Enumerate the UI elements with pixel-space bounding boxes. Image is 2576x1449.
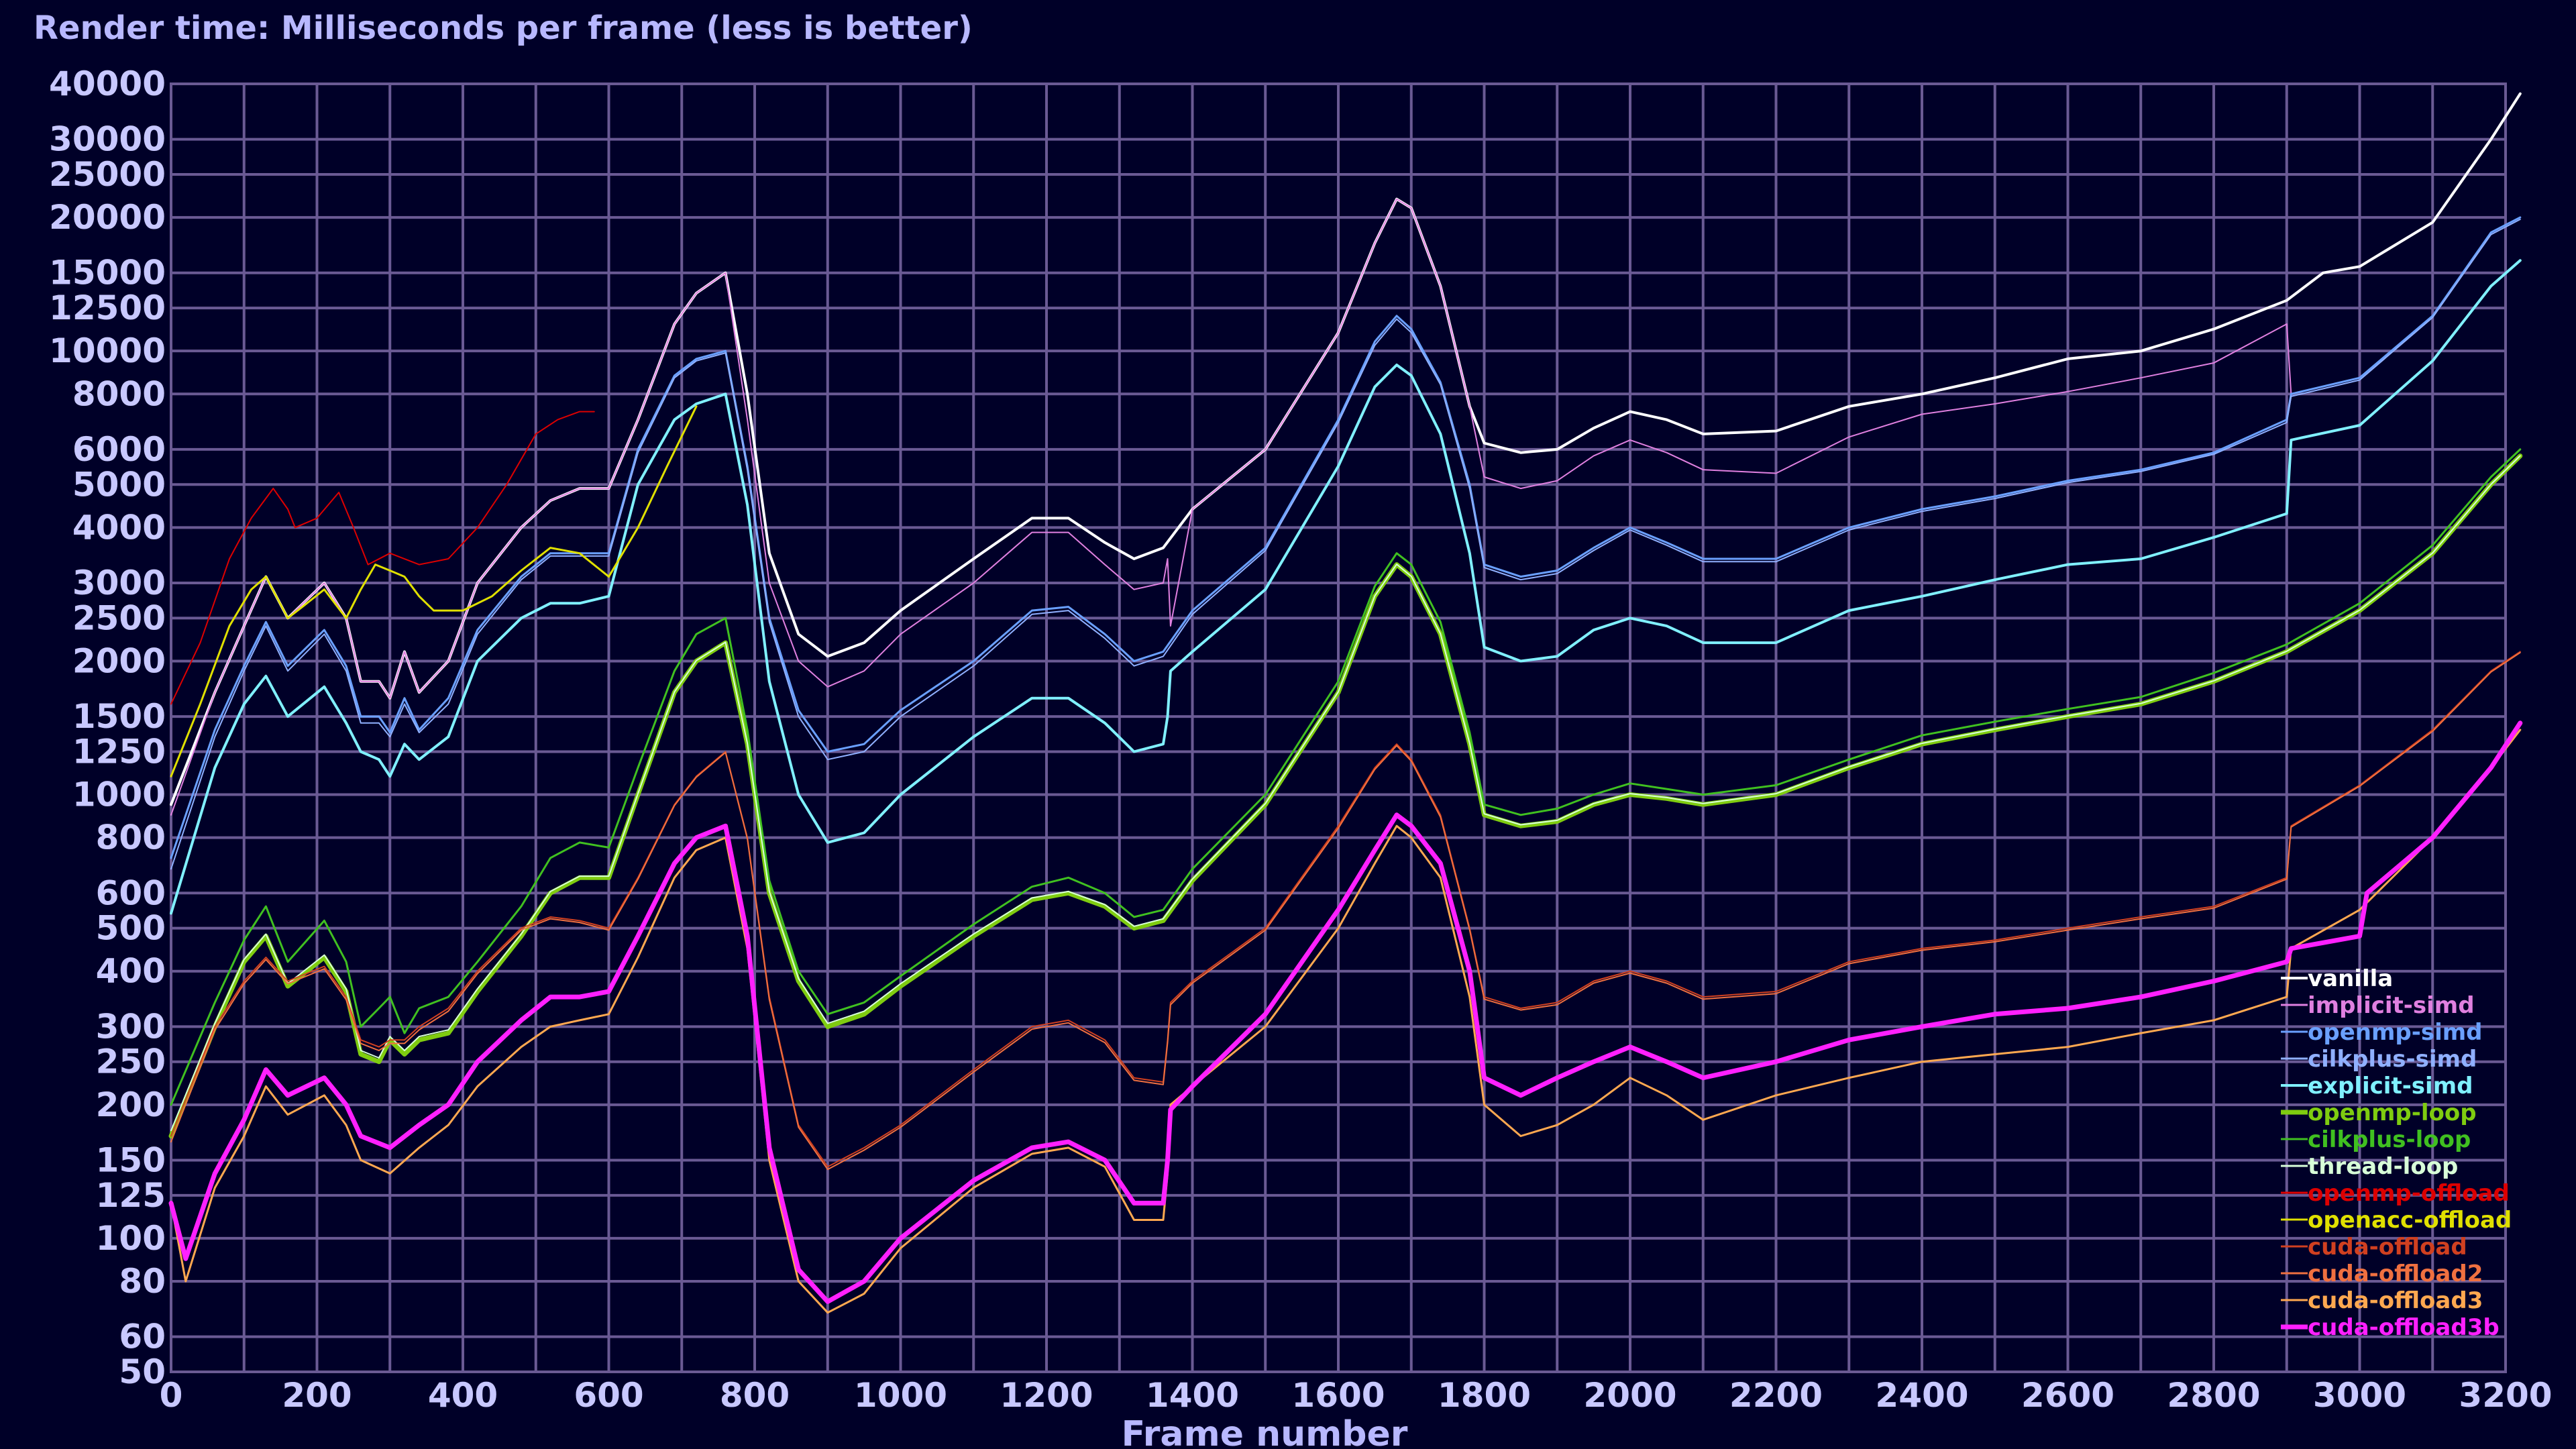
legend-label-openmp-loop: openmp-loop (2308, 1099, 2477, 1126)
y-tick-label: 300 (96, 1007, 166, 1046)
y-tick-label: 40000 (49, 64, 166, 103)
legend-label-openmp-simd: openmp-simd (2308, 1019, 2483, 1046)
x-tick-label: 600 (574, 1376, 643, 1415)
legend-label-thread-loop: thread-loop (2308, 1153, 2458, 1180)
y-tick-label: 12500 (49, 288, 166, 327)
y-tick-label: 400 (96, 952, 166, 991)
series-line-implicit-simd (170, 198, 2292, 816)
y-tick-label: 60 (119, 1318, 166, 1356)
x-tick-label: 1000 (854, 1376, 947, 1415)
y-tick-label: 2500 (72, 598, 166, 637)
x-tick-label: 2000 (1583, 1376, 1676, 1415)
x-tick-label: 2800 (2167, 1376, 2260, 1415)
series-line-openacc-offload (170, 405, 698, 777)
legend-label-cuda-offload3b: cuda-offload3b (2308, 1314, 2500, 1341)
y-tick-label: 600 (96, 873, 166, 912)
series-line-cuda-offload (170, 651, 2521, 1168)
y-tick-label: 5000 (72, 465, 166, 504)
x-tick-label: 1400 (1146, 1376, 1239, 1415)
series-lines (168, 92, 2523, 1314)
y-tick-label: 8000 (72, 374, 166, 413)
series-line-thread-loop (170, 455, 2521, 1132)
grid (170, 83, 2507, 1373)
y-tick-label: 10000 (49, 331, 166, 370)
y-tick-label: 250 (96, 1042, 166, 1081)
y-tick-label: 20000 (49, 198, 166, 237)
y-tick-label: 4000 (72, 508, 166, 547)
series-line-openmp-simd (170, 216, 2522, 859)
x-tick-label: 2600 (2021, 1376, 2114, 1415)
legend-label-openmp-offload: openmp-offload (2308, 1180, 2510, 1207)
legend-label-cuda-offload3: cuda-offload3 (2308, 1287, 2483, 1314)
legend-label-cilkplus-loop: cilkplus-loop (2308, 1126, 2471, 1153)
series-line-cuda-offload2 (170, 651, 2521, 1171)
x-tick-label: 200 (282, 1376, 352, 1415)
chart-title: Render time: Milliseconds per frame (les… (34, 9, 973, 47)
x-axis-label: Frame number (1122, 1414, 1408, 1449)
x-tick-label: 1800 (1438, 1376, 1531, 1415)
x-tick-label: 3200 (2459, 1376, 2552, 1415)
y-tick-label: 150 (96, 1140, 166, 1179)
series-line-openmp-loop (168, 453, 2523, 1138)
x-tick-label: 1600 (1291, 1376, 1385, 1415)
y-tick-label: 1250 (72, 732, 166, 771)
legend-label-explicit-simd: explicit-simd (2308, 1073, 2473, 1099)
x-tick-label: 1200 (1000, 1376, 1093, 1415)
x-tick-label: 2400 (1875, 1376, 1968, 1415)
y-tick-label: 500 (96, 909, 166, 948)
x-tick-label: 0 (160, 1376, 183, 1415)
x-tick-label: 800 (720, 1376, 790, 1415)
y-tick-label: 1000 (72, 775, 166, 814)
x-tick-label: 400 (428, 1376, 498, 1415)
series-line-openmp-offload (170, 411, 595, 705)
series-line-cuda-offload3b (168, 720, 2523, 1304)
y-tick-label: 50 (119, 1352, 166, 1391)
y-tick-label: 800 (96, 818, 166, 857)
legend-label-vanilla: vanilla (2308, 965, 2393, 992)
series-line-cilkplus-loop (170, 448, 2522, 1106)
y-tick-label: 6000 (72, 430, 166, 469)
y-tick-label: 2000 (72, 641, 166, 680)
y-tick-label: 100 (96, 1219, 166, 1258)
y-tick-label: 1500 (72, 697, 166, 736)
legend-label-cuda-offload: cuda-offload (2308, 1234, 2467, 1260)
legend-label-cuda-offload2: cuda-offload2 (2308, 1260, 2483, 1287)
series-line-explicit-simd (170, 259, 2522, 915)
y-tick-label: 30000 (49, 120, 166, 159)
x-tick-label: 2200 (1729, 1376, 1823, 1415)
y-tick-label: 25000 (49, 155, 166, 194)
tick-labels: 0 200 400 600 800 1000 1200 1400 1600 1800 2000 220… (49, 64, 2553, 1415)
series-line-cuda-offload3 (170, 729, 2522, 1314)
legend-label-implicit-simd: implicit-simd (2308, 992, 2475, 1019)
legend-label-cilkplus-simd: cilkplus-simd (2308, 1046, 2477, 1073)
legend: vanillaimplicit-simdopenmp-simdcilkplus-… (2281, 965, 2512, 1341)
y-tick-label: 200 (96, 1085, 166, 1124)
y-tick-label: 125 (96, 1176, 166, 1215)
series-line-cilkplus-simd (170, 219, 2521, 870)
y-tick-label: 80 (119, 1262, 166, 1301)
y-tick-label: 3000 (72, 564, 166, 602)
y-tick-label: 15000 (49, 254, 166, 292)
x-tick-label: 3000 (2313, 1376, 2406, 1415)
plot-frame (170, 83, 2507, 1373)
legend-label-openacc-offload: openacc-offload (2308, 1207, 2512, 1234)
